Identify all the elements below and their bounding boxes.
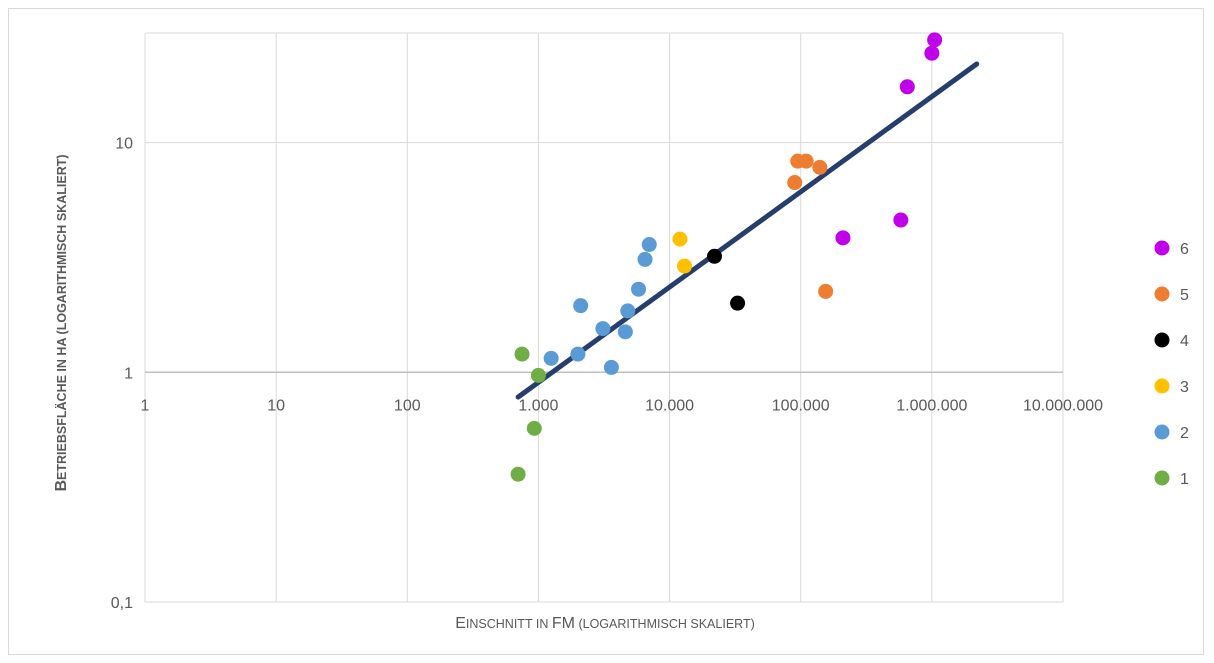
x-tick-label: 1 <box>141 397 150 414</box>
data-point-series-1 <box>530 367 546 383</box>
data-point-series-6 <box>893 212 909 228</box>
data-point-series-6 <box>927 32 943 48</box>
x-tick-label: 10 <box>267 397 285 414</box>
data-point-series-4 <box>706 248 722 264</box>
data-point-series-2 <box>595 321 611 337</box>
x-tick-label: 10.000.000 <box>1023 397 1103 414</box>
data-point-series-2 <box>620 303 636 319</box>
data-point-series-2 <box>631 281 647 297</box>
legend-marker-4 <box>1154 332 1170 348</box>
y-tick-label: 10 <box>115 136 133 153</box>
legend-label-6: 6 <box>1180 241 1189 258</box>
data-point-series-2 <box>573 298 589 314</box>
data-point-series-5 <box>818 283 834 299</box>
x-axis-title: EINSCHNITT IN FM (LOGARITHMISCH SKALIERT… <box>455 615 755 632</box>
legend-marker-1 <box>1154 470 1170 486</box>
legend: 6 5 4 3 2 1 <box>1154 240 1189 488</box>
y-tick-labels: 0,1 1 10 <box>111 136 133 612</box>
chart-frame <box>8 8 1204 655</box>
data-point-series-5 <box>787 175 803 191</box>
legend-marker-3 <box>1154 378 1170 394</box>
data-point-series-2 <box>637 251 653 267</box>
y-axis-title: BETRIEBSFLÄCHE IN HA (LOGARITHMISCH SKAL… <box>53 154 70 491</box>
data-point-series-6 <box>899 79 915 95</box>
gridlines <box>144 32 1064 603</box>
x-tick-label: 1.000 <box>518 397 558 414</box>
data-point-series-2 <box>543 350 559 366</box>
data-point-series-6 <box>835 230 851 246</box>
data-point-series-2 <box>570 346 586 362</box>
x-tick-label: 10.000 <box>645 397 694 414</box>
legend-label-3: 3 <box>1180 379 1189 396</box>
data-point-series-3 <box>672 231 688 247</box>
data-point-series-5 <box>798 153 814 169</box>
data-point-series-2 <box>603 359 619 375</box>
x-tick-label: 100.000 <box>772 397 830 414</box>
x-tick-labels: 1 10 100 1.000 10.000 100.000 1.000.000 10.000.… <box>141 397 1104 414</box>
x-tick-label: 1.000.000 <box>896 397 967 414</box>
data-point-series-1 <box>510 466 526 482</box>
x-tick-label: 100 <box>394 397 421 414</box>
data-point-series-6 <box>924 45 940 61</box>
legend-marker-2 <box>1154 424 1170 440</box>
data-point-series-2 <box>617 324 633 340</box>
legend-marker-6 <box>1154 240 1170 256</box>
legend-label-2: 2 <box>1180 425 1189 442</box>
y-tick-label: 1 <box>124 365 133 382</box>
legend-label-4: 4 <box>1180 333 1189 350</box>
data-point-series-4 <box>730 295 746 311</box>
legend-label-1: 1 <box>1180 471 1189 488</box>
legend-label-5: 5 <box>1180 287 1189 304</box>
trendline <box>515 61 980 400</box>
data-points <box>510 32 943 482</box>
trendline-group <box>515 61 980 400</box>
data-point-series-2 <box>641 237 657 253</box>
data-point-series-1 <box>526 420 542 436</box>
y-tick-label: 0,1 <box>111 595 133 612</box>
legend-marker-5 <box>1154 286 1170 302</box>
data-point-series-3 <box>677 258 693 274</box>
data-point-series-1 <box>514 346 530 362</box>
data-point-series-5 <box>812 159 828 175</box>
